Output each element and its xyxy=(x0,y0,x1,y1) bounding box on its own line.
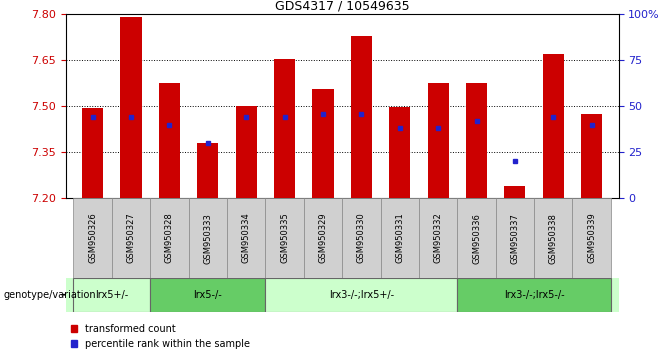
Bar xyxy=(572,198,611,278)
Bar xyxy=(274,59,295,198)
Bar xyxy=(82,108,103,198)
Bar xyxy=(197,143,218,198)
Bar xyxy=(159,83,180,198)
Bar xyxy=(457,198,495,278)
Bar xyxy=(265,278,457,312)
Text: GSM950335: GSM950335 xyxy=(280,213,289,263)
Text: GSM950330: GSM950330 xyxy=(357,213,366,263)
Bar xyxy=(227,198,265,278)
Bar xyxy=(189,198,227,278)
Text: GSM950327: GSM950327 xyxy=(126,213,136,263)
Bar xyxy=(150,278,265,312)
Bar xyxy=(428,83,449,198)
Bar xyxy=(342,198,380,278)
Text: lrx3-/-;lrx5+/-: lrx3-/-;lrx5+/- xyxy=(329,290,394,300)
Bar xyxy=(457,278,611,312)
Bar xyxy=(543,54,564,198)
Text: GSM950334: GSM950334 xyxy=(241,213,251,263)
Text: GSM950339: GSM950339 xyxy=(587,213,596,263)
Bar xyxy=(581,114,602,198)
Bar xyxy=(389,107,411,198)
Bar xyxy=(466,83,487,198)
Legend: transformed count, percentile rank within the sample: transformed count, percentile rank withi… xyxy=(70,324,250,349)
Text: GSM950326: GSM950326 xyxy=(88,213,97,263)
Bar xyxy=(74,198,112,278)
Text: lrx5+/-: lrx5+/- xyxy=(95,290,128,300)
Text: genotype/variation: genotype/variation xyxy=(3,290,96,300)
Text: GSM950332: GSM950332 xyxy=(434,213,443,263)
Bar xyxy=(120,17,141,198)
Bar xyxy=(534,198,572,278)
Text: lrx3-/-;lrx5-/-: lrx3-/-;lrx5-/- xyxy=(504,290,565,300)
Text: GSM950329: GSM950329 xyxy=(318,213,328,263)
Bar xyxy=(74,278,150,312)
Text: lrx5-/-: lrx5-/- xyxy=(193,290,222,300)
Bar xyxy=(265,198,304,278)
Text: GSM950331: GSM950331 xyxy=(395,213,404,263)
Bar xyxy=(112,198,150,278)
Title: GDS4317 / 10549635: GDS4317 / 10549635 xyxy=(275,0,409,13)
Bar xyxy=(150,198,189,278)
Text: GSM950337: GSM950337 xyxy=(511,213,519,263)
Bar xyxy=(380,198,419,278)
Text: GSM950328: GSM950328 xyxy=(165,213,174,263)
Text: GSM950336: GSM950336 xyxy=(472,213,481,263)
Bar xyxy=(504,186,526,198)
Bar xyxy=(236,106,257,198)
Bar xyxy=(419,198,457,278)
Text: GSM950338: GSM950338 xyxy=(549,213,558,263)
Bar xyxy=(304,198,342,278)
Text: GSM950333: GSM950333 xyxy=(203,213,213,263)
Bar xyxy=(351,36,372,198)
Bar xyxy=(495,198,534,278)
Bar xyxy=(313,89,334,198)
